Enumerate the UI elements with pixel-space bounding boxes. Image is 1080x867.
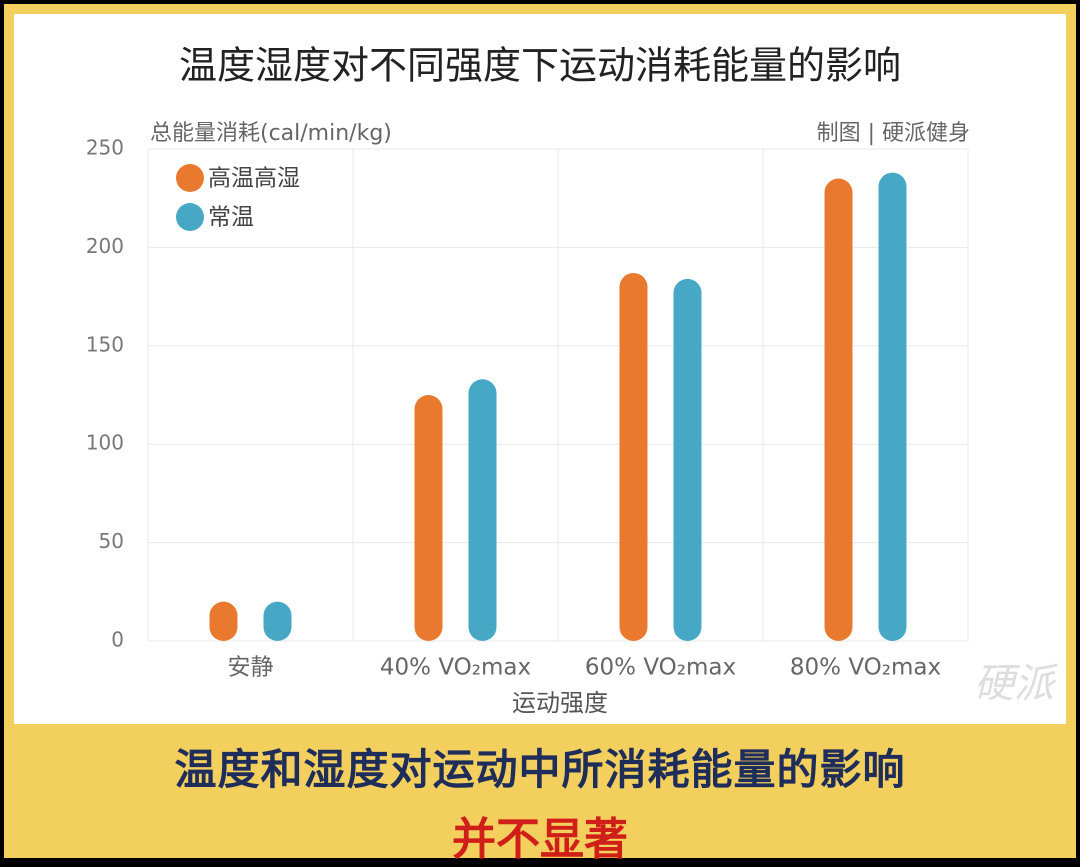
caption: 温度和湿度对运动中所消耗能量的影响 并不显著 [4, 726, 1076, 865]
bar [263, 601, 292, 641]
x-tick-label: 40% VO₂max [380, 655, 531, 681]
chart-title: 温度湿度对不同强度下运动消耗能量的影响 [179, 44, 901, 88]
bar [619, 272, 648, 641]
x-tick-label: 安静 [228, 655, 274, 681]
bar [673, 278, 702, 641]
caption-highlight: 并不显著 [452, 814, 628, 865]
y-tick-label: 100 [86, 431, 124, 455]
source: 制图 | 硬派健身 [817, 121, 970, 146]
x-tick-label: 80% VO₂max [790, 655, 941, 681]
y-tick-label: 50 [99, 529, 124, 553]
y-tick-label: 200 [86, 234, 124, 258]
bar [878, 172, 907, 641]
chart-panel: 温度湿度对不同强度下运动消耗能量的影响总能量消耗(cal/min/kg) 制图 |… [14, 14, 1066, 724]
bar [468, 379, 497, 641]
bar [414, 395, 443, 641]
bar [209, 601, 238, 641]
watermark: 硬派 [974, 661, 1059, 707]
x-tick-label: 60% VO₂max [585, 655, 736, 681]
x-axis-label: 运动强度 [512, 689, 608, 717]
legend-swatch [176, 203, 204, 231]
legend-swatch [176, 164, 204, 192]
legend-label: 常温 [208, 205, 254, 231]
y-axis-label: 总能量消耗(cal/min/kg) [150, 121, 392, 146]
y-tick-label: 0 [111, 628, 124, 652]
legend-label: 高温高湿 [208, 166, 300, 192]
caption-line: 温度和湿度对运动中所消耗能量的影响 [174, 745, 906, 794]
y-tick-label: 250 [86, 136, 124, 160]
frame: 温度湿度对不同强度下运动消耗能量的影响总能量消耗(cal/min/kg) 制图 |… [4, 4, 1076, 865]
y-tick-label: 150 [86, 332, 124, 356]
bar [824, 178, 853, 641]
